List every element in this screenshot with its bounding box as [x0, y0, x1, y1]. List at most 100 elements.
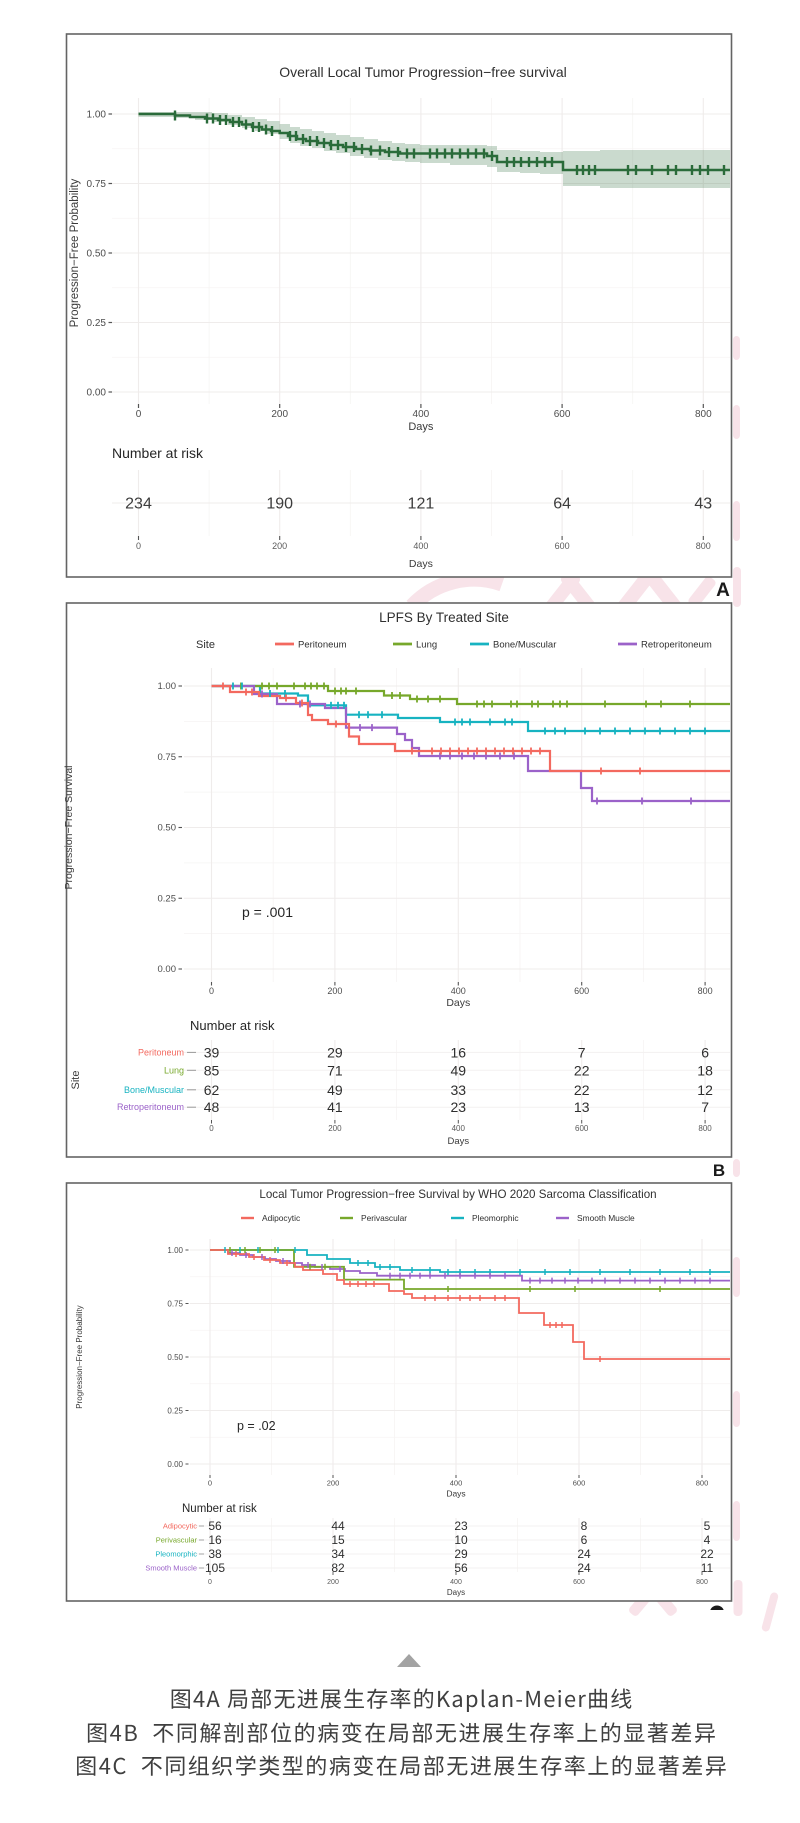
svg-text:41: 41 — [327, 1099, 343, 1115]
svg-text:33: 33 — [451, 1082, 467, 1098]
svg-text:Days: Days — [409, 558, 433, 570]
svg-text:0.50: 0.50 — [87, 249, 107, 260]
svg-text:0: 0 — [208, 1579, 212, 1586]
svg-text:56: 56 — [208, 1519, 222, 1533]
svg-text:Bone/Muscular: Bone/Muscular — [124, 1085, 184, 1095]
svg-text:56: 56 — [454, 1561, 468, 1575]
svg-text:0: 0 — [208, 1479, 212, 1488]
svg-text:600: 600 — [554, 409, 571, 420]
svg-text:43: 43 — [694, 496, 712, 513]
svg-text:0.50: 0.50 — [158, 823, 177, 834]
svg-text:23: 23 — [451, 1099, 467, 1115]
svg-text:49: 49 — [327, 1082, 343, 1098]
svg-text:Lung: Lung — [164, 1065, 184, 1075]
svg-text:Overall Local Tumor Progressio: Overall Local Tumor Progression−free sur… — [279, 64, 567, 80]
svg-text:39: 39 — [204, 1044, 220, 1060]
svg-text:71: 71 — [327, 1062, 343, 1078]
svg-text:1.00: 1.00 — [158, 681, 177, 692]
svg-text:11: 11 — [701, 1561, 714, 1575]
svg-text:200: 200 — [271, 409, 288, 420]
svg-text:Perivascular: Perivascular — [361, 1213, 407, 1223]
svg-text:200: 200 — [327, 1479, 340, 1488]
svg-text:24: 24 — [577, 1547, 591, 1561]
svg-text:Retroperitoneum: Retroperitoneum — [117, 1102, 184, 1112]
svg-text:22: 22 — [700, 1547, 714, 1561]
svg-text:8: 8 — [581, 1519, 588, 1533]
svg-text:0.50: 0.50 — [167, 1353, 183, 1362]
svg-text:121: 121 — [408, 496, 435, 513]
svg-text:7: 7 — [701, 1099, 709, 1115]
svg-text:Smooth Muscle: Smooth Muscle — [145, 1564, 197, 1573]
svg-text:400: 400 — [452, 1124, 466, 1133]
svg-text:200: 200 — [327, 986, 342, 996]
svg-text:0.75: 0.75 — [87, 179, 107, 190]
svg-text:Lung: Lung — [416, 640, 437, 651]
svg-text:B: B — [713, 1161, 725, 1180]
svg-text:0.00: 0.00 — [87, 388, 107, 399]
svg-text:12: 12 — [697, 1082, 713, 1098]
svg-text:4: 4 — [704, 1533, 711, 1547]
svg-text:Adipocytic: Adipocytic — [262, 1213, 300, 1223]
svg-text:p = .001: p = .001 — [242, 904, 293, 920]
svg-text:A: A — [716, 580, 730, 601]
svg-text:0.00: 0.00 — [158, 964, 177, 975]
svg-text:29: 29 — [327, 1044, 343, 1060]
svg-text:600: 600 — [574, 986, 589, 996]
svg-text:Days: Days — [447, 1588, 465, 1597]
svg-text:Progression−Free Probability: Progression−Free Probability — [69, 178, 81, 327]
svg-text:800: 800 — [695, 409, 712, 420]
svg-text:Days: Days — [447, 1136, 469, 1147]
svg-text:18: 18 — [697, 1062, 713, 1078]
svg-text:600: 600 — [573, 1579, 585, 1586]
svg-text:105: 105 — [205, 1561, 225, 1575]
svg-text:0.25: 0.25 — [167, 1406, 183, 1415]
svg-text:200: 200 — [327, 1579, 339, 1586]
svg-text:Days: Days — [408, 421, 434, 433]
svg-text:44: 44 — [331, 1519, 345, 1533]
svg-text:400: 400 — [413, 541, 428, 551]
svg-text:15: 15 — [331, 1533, 345, 1547]
svg-text:0.75: 0.75 — [158, 752, 177, 763]
svg-text:22: 22 — [574, 1062, 590, 1078]
svg-text:0.25: 0.25 — [87, 318, 107, 329]
svg-text:0: 0 — [136, 541, 141, 551]
svg-text:Progression−Free Probability: Progression−Free Probability — [75, 1305, 84, 1408]
svg-text:16: 16 — [451, 1044, 467, 1060]
svg-text:22: 22 — [574, 1082, 590, 1098]
svg-text:800: 800 — [698, 1124, 712, 1133]
svg-text:Adipocytic: Adipocytic — [163, 1522, 197, 1531]
svg-text:Number at risk: Number at risk — [182, 1503, 257, 1515]
svg-text:48: 48 — [204, 1099, 220, 1115]
svg-text:800: 800 — [696, 541, 711, 551]
svg-text:400: 400 — [450, 1579, 462, 1586]
svg-text:1.00: 1.00 — [87, 110, 107, 121]
svg-text:Number at risk: Number at risk — [190, 1018, 275, 1033]
svg-text:400: 400 — [451, 986, 466, 996]
svg-text:Days: Days — [446, 997, 470, 1009]
svg-text:Peritoneum: Peritoneum — [298, 640, 347, 651]
svg-text:10: 10 — [454, 1533, 468, 1547]
svg-text:p = .02: p = .02 — [237, 1419, 276, 1433]
svg-text:85: 85 — [204, 1062, 220, 1078]
svg-text:600: 600 — [555, 541, 570, 551]
svg-text:600: 600 — [573, 1479, 586, 1488]
svg-text:Local Tumor Progression−free S: Local Tumor Progression−free Survival by… — [259, 1188, 656, 1201]
svg-text:49: 49 — [451, 1062, 467, 1078]
svg-text:29: 29 — [454, 1547, 468, 1561]
svg-text:62: 62 — [204, 1082, 220, 1098]
svg-text:13: 13 — [574, 1099, 590, 1115]
svg-text:Site: Site — [70, 1071, 82, 1090]
svg-text:Days: Days — [446, 1489, 465, 1499]
svg-text:0: 0 — [136, 409, 142, 420]
svg-text:0: 0 — [209, 1124, 214, 1133]
svg-text:16: 16 — [208, 1533, 222, 1547]
svg-text:Perivascular: Perivascular — [156, 1536, 198, 1545]
svg-text:38: 38 — [208, 1547, 222, 1561]
svg-text:Bone/Muscular: Bone/Muscular — [493, 640, 556, 651]
svg-text:Pleomorphic: Pleomorphic — [155, 1550, 197, 1559]
svg-text:0: 0 — [209, 986, 214, 996]
svg-text:Retroperitoneum: Retroperitoneum — [641, 640, 712, 651]
svg-text:5: 5 — [704, 1519, 711, 1533]
svg-text:200: 200 — [272, 541, 287, 551]
svg-text:6: 6 — [581, 1533, 588, 1547]
